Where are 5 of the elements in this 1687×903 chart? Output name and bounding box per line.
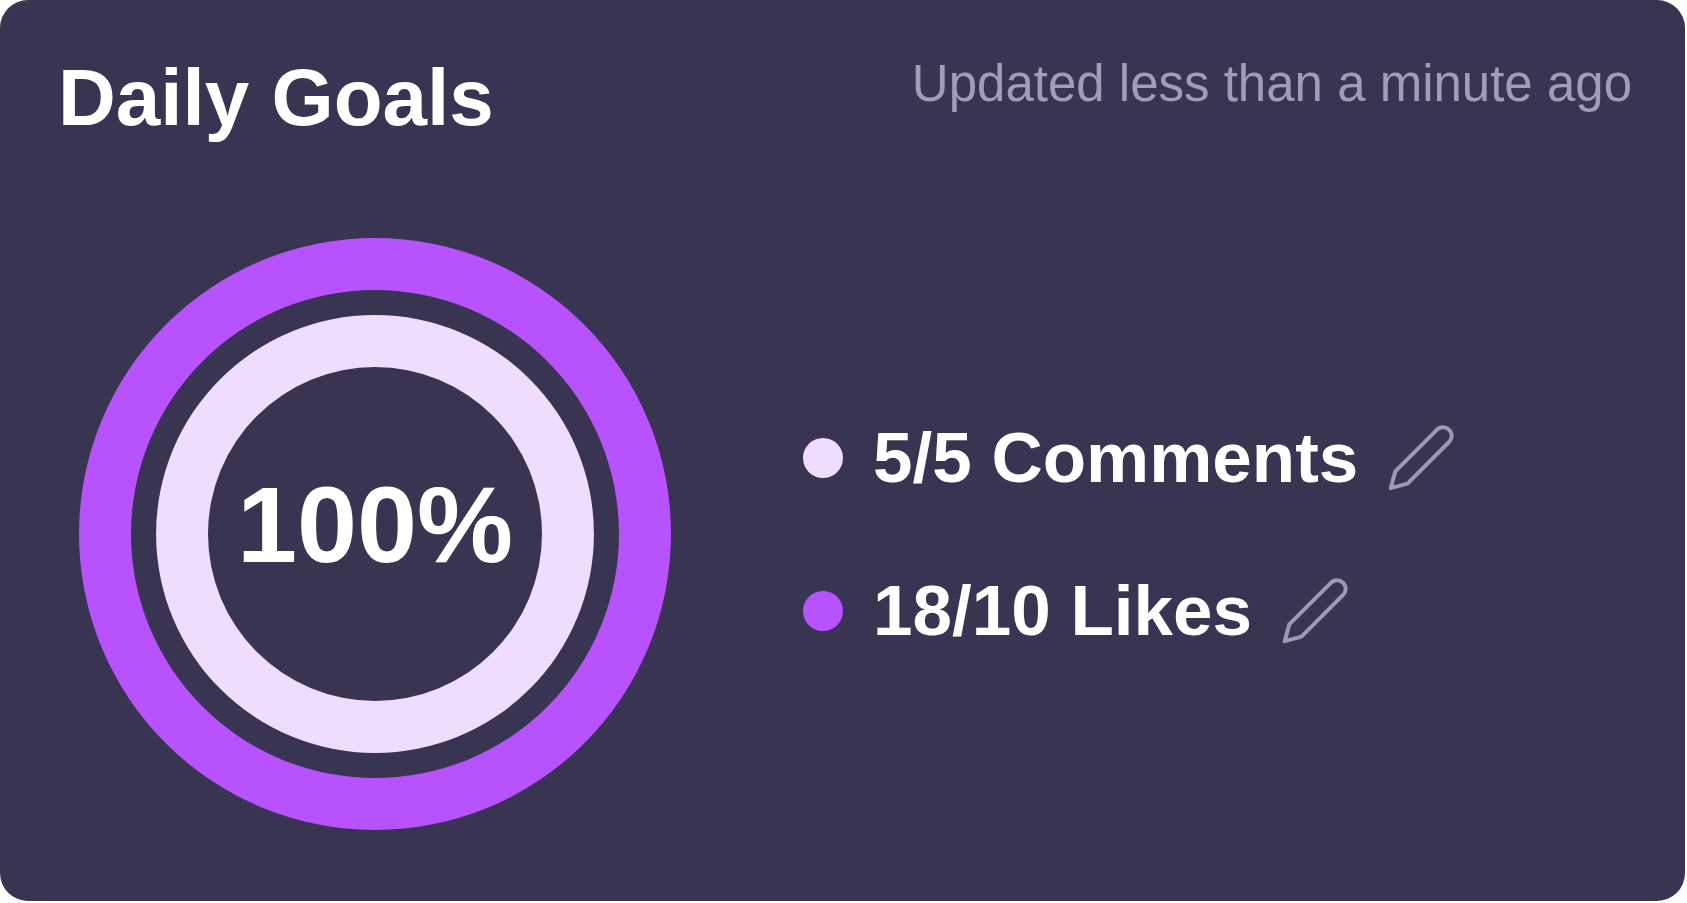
text: 100% <box>235 464 515 585</box>
slice-label: 5/5 Comments <box>873 418 1359 497</box>
slice-label: 18/10 Likes <box>873 571 1252 650</box>
chart-subtitle: Updated less than a minute ago <box>911 55 1632 112</box>
chart-title: Daily Goals <box>58 53 494 142</box>
